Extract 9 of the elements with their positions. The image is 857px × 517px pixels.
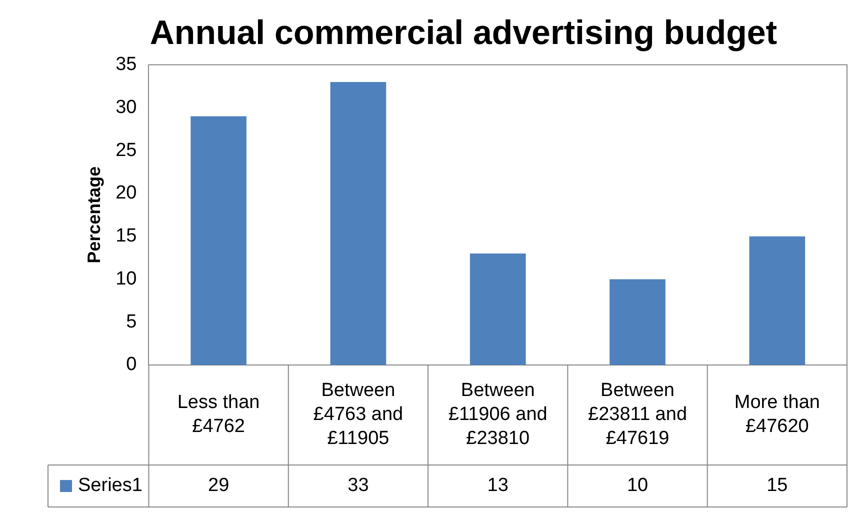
y-tick-label: 20: [116, 182, 137, 204]
chart-title: Annual commercial advertising budget: [150, 14, 778, 52]
y-axis-title: Percentage: [84, 166, 104, 264]
y-tick-label: 25: [116, 140, 137, 161]
y-tick-label: 15: [116, 226, 137, 247]
y-tick-label: 35: [116, 54, 137, 76]
y-tick-label: 5: [126, 311, 137, 332]
y-tick-label: 30: [116, 96, 137, 118]
y-tick-label: 10: [116, 268, 137, 290]
